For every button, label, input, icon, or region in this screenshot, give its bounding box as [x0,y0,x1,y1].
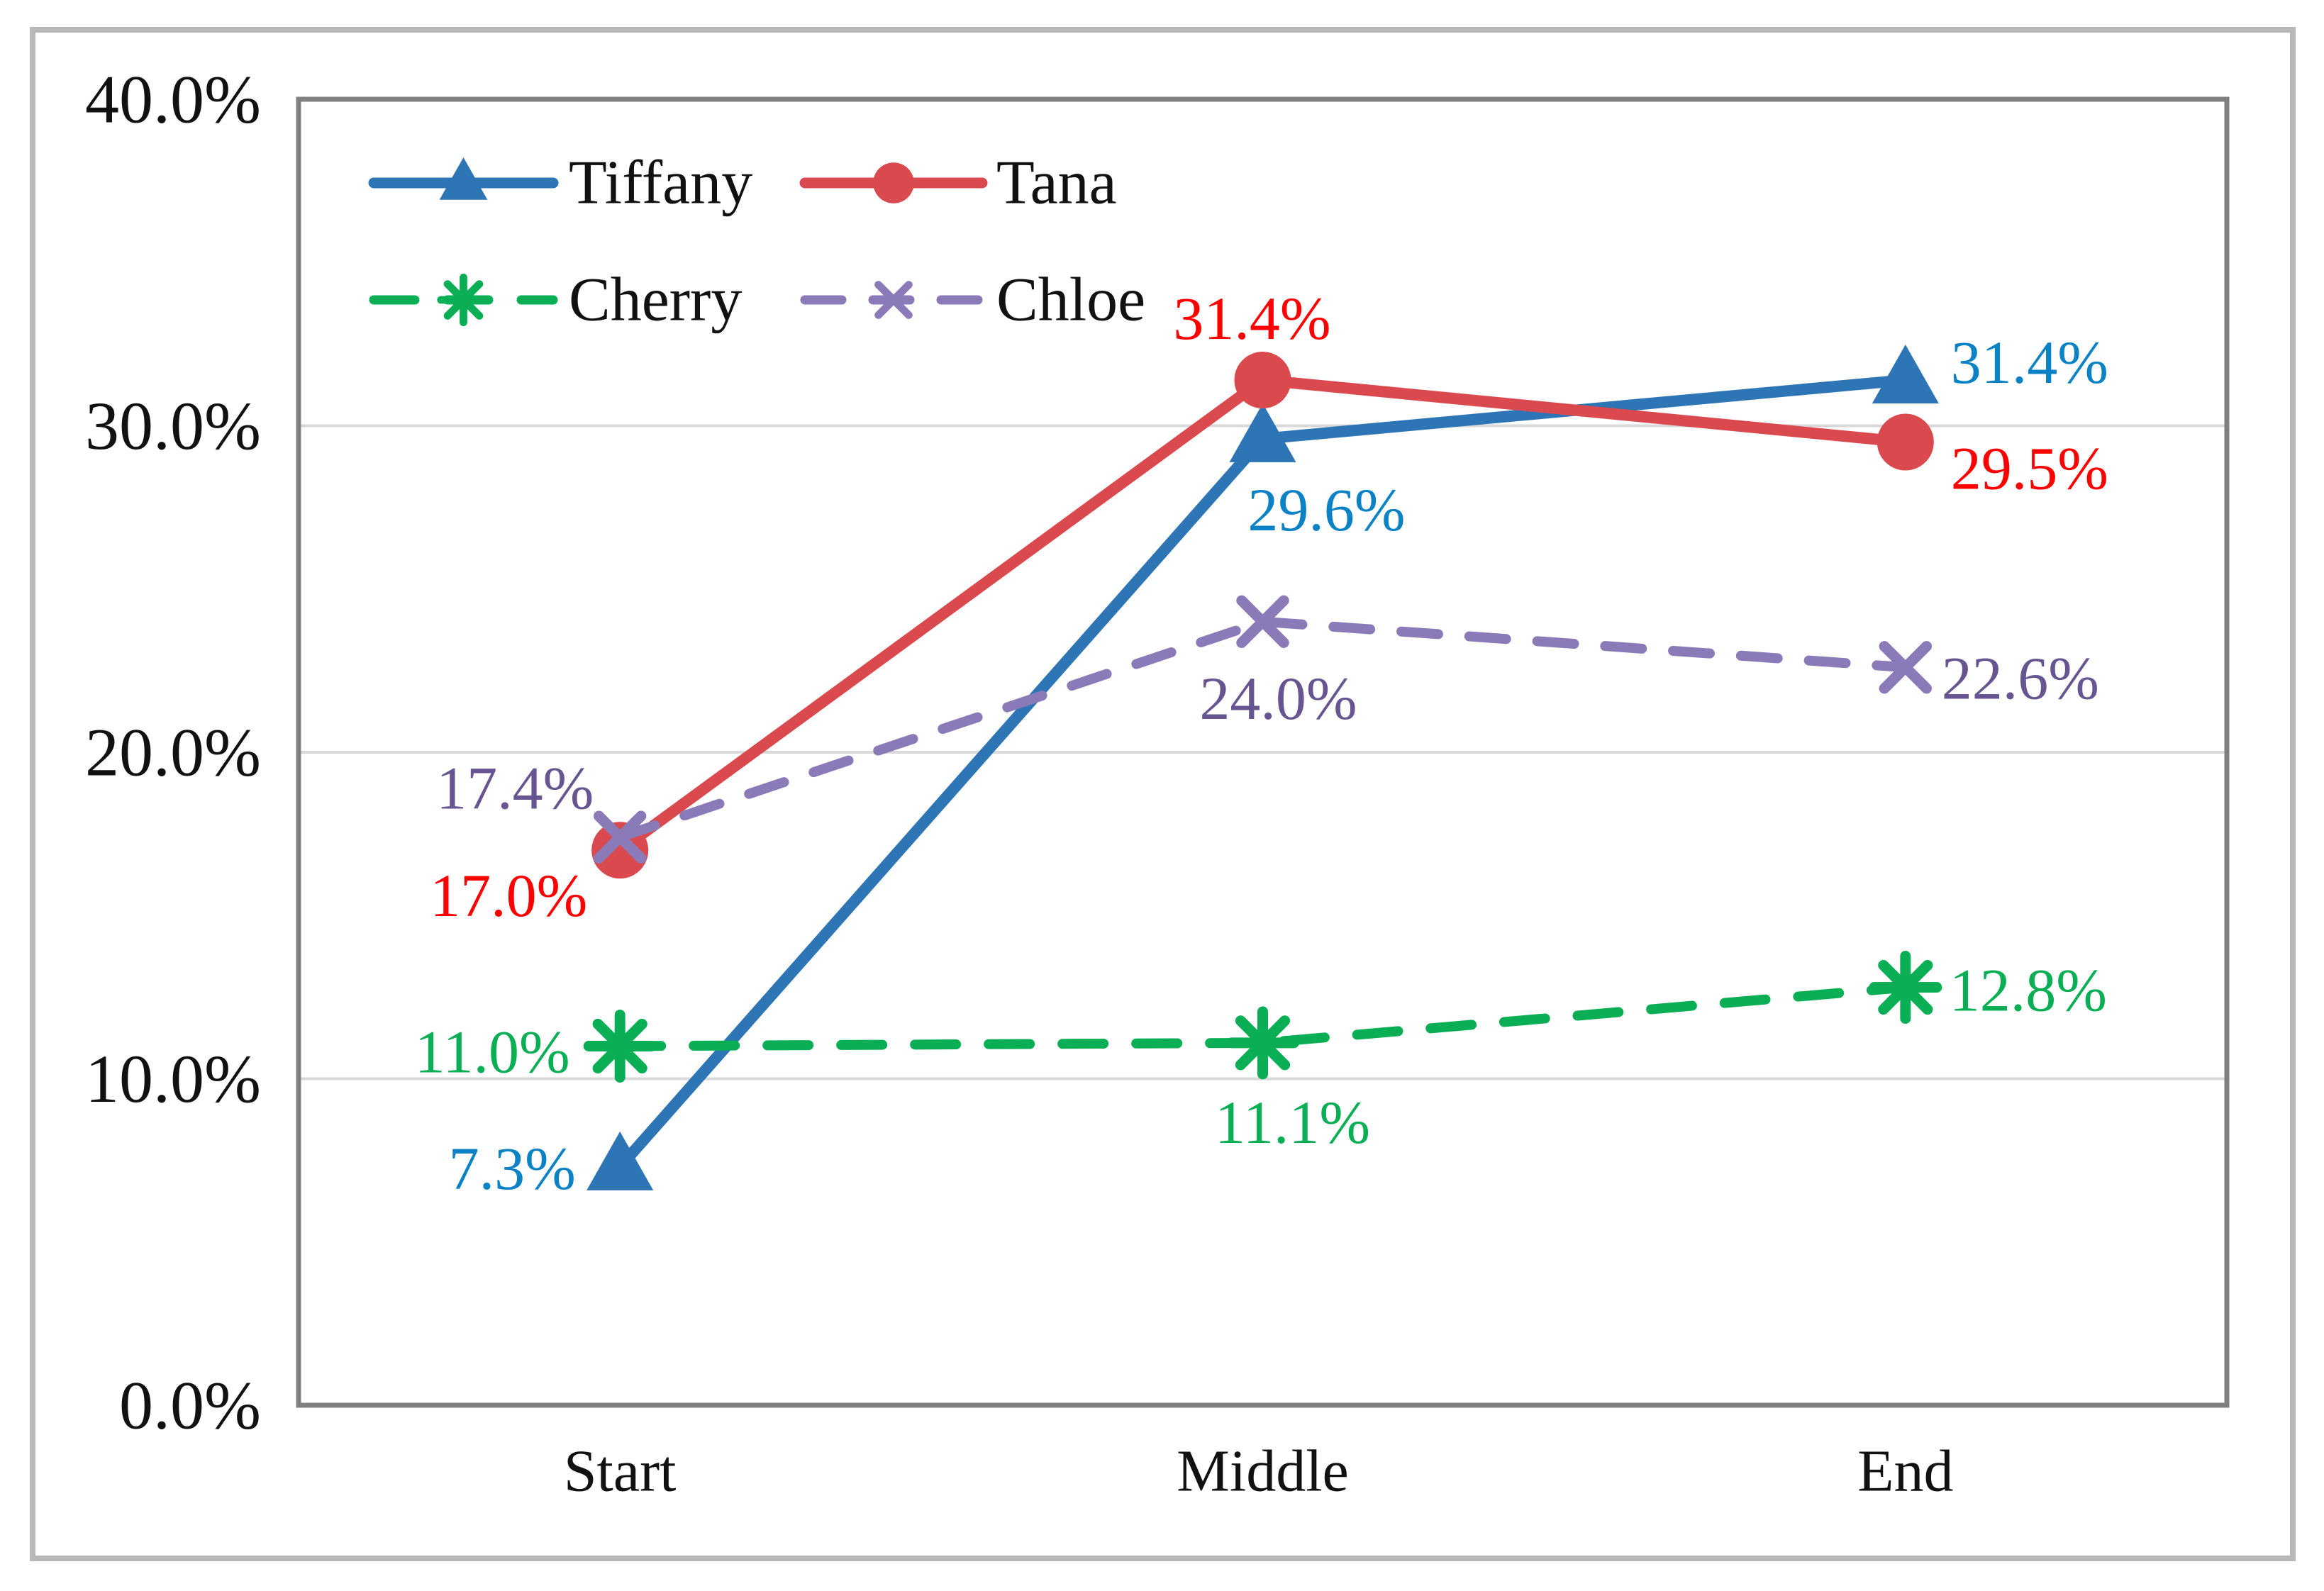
legend-label-chloe: Chloe [996,266,1145,335]
marker-tiffany-middle [1229,403,1296,462]
plot-border [296,96,2230,1408]
data-label-tana-start: 17.0% [430,861,587,930]
legend-item-tiffany: Tiffany [368,149,752,218]
marker-cherry-start [583,1009,657,1083]
y-tick-label-30.0%: 30.0% [85,388,261,464]
y-tick-label-0.0%: 0.0% [119,1368,261,1444]
data-label-tiffany-start: 7.3% [449,1134,576,1202]
x-axis-label-middle: Middle [1177,1439,1349,1505]
legend-marker-chloe [874,281,913,319]
legend-item-cherry: Cherry [369,266,742,335]
marker-cherry-middle [1226,1006,1299,1080]
outer-frame [30,27,2296,1561]
y-tick-label-20.0%: 20.0% [85,715,261,791]
marker-cherry-end [1869,951,1942,1025]
series-tiffany: 7.3% 29.6% 31.4% [449,328,2108,1202]
series-chloe: 17.4% 24.0% 22.6% [436,595,2099,864]
marker-chloe-middle [1236,595,1289,648]
x-axis-label-end: End [1857,1439,1953,1505]
legend-marker-cherry [437,273,490,327]
marker-chloe-end [1879,641,1933,694]
data-label-tiffany-middle: 29.6% [1247,476,1405,544]
data-label-tiffany-end: 31.4% [1951,328,2108,396]
marker-tana-end [1877,413,1934,471]
data-label-chloe-middle: 24.0% [1199,664,1357,732]
data-label-cherry-start: 11.0% [415,1017,570,1085]
y-tick-label-10.0%: 10.0% [85,1041,261,1117]
legend-marker-tana [873,162,914,203]
data-label-tana-middle: 31.4% [1173,284,1330,352]
data-label-tana-end: 29.5% [1951,435,2108,503]
y-tick-label-40.0%: 40.0% [85,62,261,138]
data-label-cherry-end: 12.8% [1950,956,2107,1025]
series-cherry: 11.0% 11.1% 12.8% [415,951,2107,1156]
marker-tiffany-start [586,1131,654,1190]
marker-chloe-start [593,810,647,864]
legend: Tiffany Tana Cherry Chloe [368,149,1145,335]
legend-item-chloe: Chloe [800,266,1145,335]
data-label-chloe-end: 22.6% [1942,644,2099,712]
legend-item-tana: Tana [799,149,1117,218]
legend-label-tiffany: Tiffany [569,149,752,218]
legend-label-tana: Tana [996,149,1117,218]
data-label-cherry-middle: 11.1% [1215,1088,1370,1156]
series-tana: 17.0% 31.4% 29.5% [430,284,2108,930]
data-label-chloe-start: 17.4% [436,754,594,822]
marker-tana-middle [1234,352,1291,409]
x-axis-label-start: Start [564,1439,677,1505]
legend-label-cherry: Cherry [569,266,742,335]
series-line-cherry [615,982,1911,1051]
legend-marker-tiffany [439,157,488,200]
marker-tiffany-end [1872,345,1939,404]
